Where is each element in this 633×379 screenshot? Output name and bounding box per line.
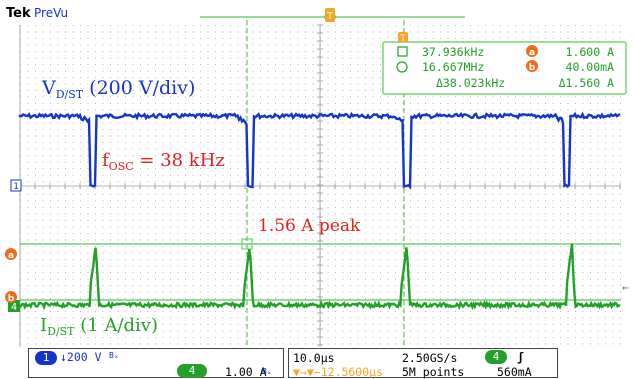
ch4-marker-label: 4: [11, 302, 17, 313]
readout-trigger-label: T: [400, 34, 406, 44]
record-length: 5M points: [402, 365, 465, 379]
readout-row1-right: 1.600 A: [566, 45, 615, 59]
status-bar: 1 ↓200 V Bₓ 4 1.00 A Bₓ 10.0µs 2.50GS/s …: [0, 348, 633, 379]
cursor-square-marker: [241, 238, 253, 250]
readout-row3-left: Δ38.023kHz: [436, 76, 505, 90]
ch4-bandwidth-icon: Bₓ: [262, 367, 272, 376]
trigger-level: 560mA: [497, 365, 532, 379]
brand-logo: Tek: [6, 6, 31, 21]
sample-rate: 2.50GS/s: [402, 351, 458, 365]
readout-row2-left: 16.667MHz: [422, 60, 484, 74]
fosc-annotation: fOSC = 38 kHz: [102, 150, 225, 173]
readout-row3-right: Δ1.560 A: [559, 76, 614, 90]
cursor-b-marker[interactable]: b: [5, 291, 17, 304]
acquisition-mode: PreVu: [34, 6, 68, 20]
peak-annotation: 1.56 A peak: [258, 216, 361, 236]
ch1-trace: [18, 111, 621, 190]
cursor-b-badge-icon: [526, 60, 538, 72]
readout-row1-left: 37.936kHz: [422, 45, 484, 59]
cursor-readout-panel: T 37.936kHz a 1.600 A 16.667MHz b 40.00m…: [382, 32, 627, 95]
trigger-marker-label: T: [327, 11, 333, 22]
ch4-waveform: [18, 243, 621, 311]
trigger-position-marker[interactable]: T: [325, 8, 335, 22]
ch1-bandwidth-icon: Bₓ: [109, 351, 119, 360]
circle-cursor-icon: [396, 61, 408, 73]
readout-trigger-icon: [398, 32, 408, 42]
readout-a-badge-label: a: [529, 48, 535, 58]
ch4-scale: 1.00 A: [225, 365, 267, 379]
ch4-badge[interactable]: 4: [177, 364, 207, 378]
ch1-scale: ↓200 V: [60, 350, 102, 364]
ch4-annotation: ID/ST (1 A/div): [40, 315, 158, 338]
square-cursor-icon: [397, 46, 408, 57]
ch1-marker-label: 1: [13, 182, 18, 192]
cursor-a-marker-label: a: [8, 251, 14, 261]
ch1-badge[interactable]: 1: [35, 351, 57, 365]
horizontal-settings-panel[interactable]: 10.0µs 2.50GS/s 4 ʃ ▼→▼−12.5600µs 5M poi…: [288, 348, 558, 379]
trigger-slope-icon: ʃ: [517, 350, 524, 364]
offscreen-arrow-icon: ←: [622, 281, 629, 294]
cursor-b-marker-label: b: [8, 294, 15, 304]
ch4-trace: [18, 243, 621, 311]
cursor-a-marker[interactable]: a: [5, 248, 17, 261]
readout-b-badge-label: b: [529, 63, 536, 73]
trigger-source-badge[interactable]: 4: [485, 350, 507, 364]
readout-row2-right: 40.00mA: [566, 60, 615, 74]
cursor-a-badge-icon: [526, 45, 538, 57]
ch1-ground-marker[interactable]: 1: [10, 179, 22, 192]
vertical-settings-panel[interactable]: 1 ↓200 V Bₓ 4 1.00 A Bₓ: [28, 348, 284, 379]
horizontal-position: ▼→▼−12.5600µs: [293, 365, 384, 379]
ch1-waveform: [18, 111, 621, 190]
timebase: 10.0µs: [293, 351, 335, 365]
ch1-annotation: VD/ST (200 V/div): [41, 77, 195, 101]
